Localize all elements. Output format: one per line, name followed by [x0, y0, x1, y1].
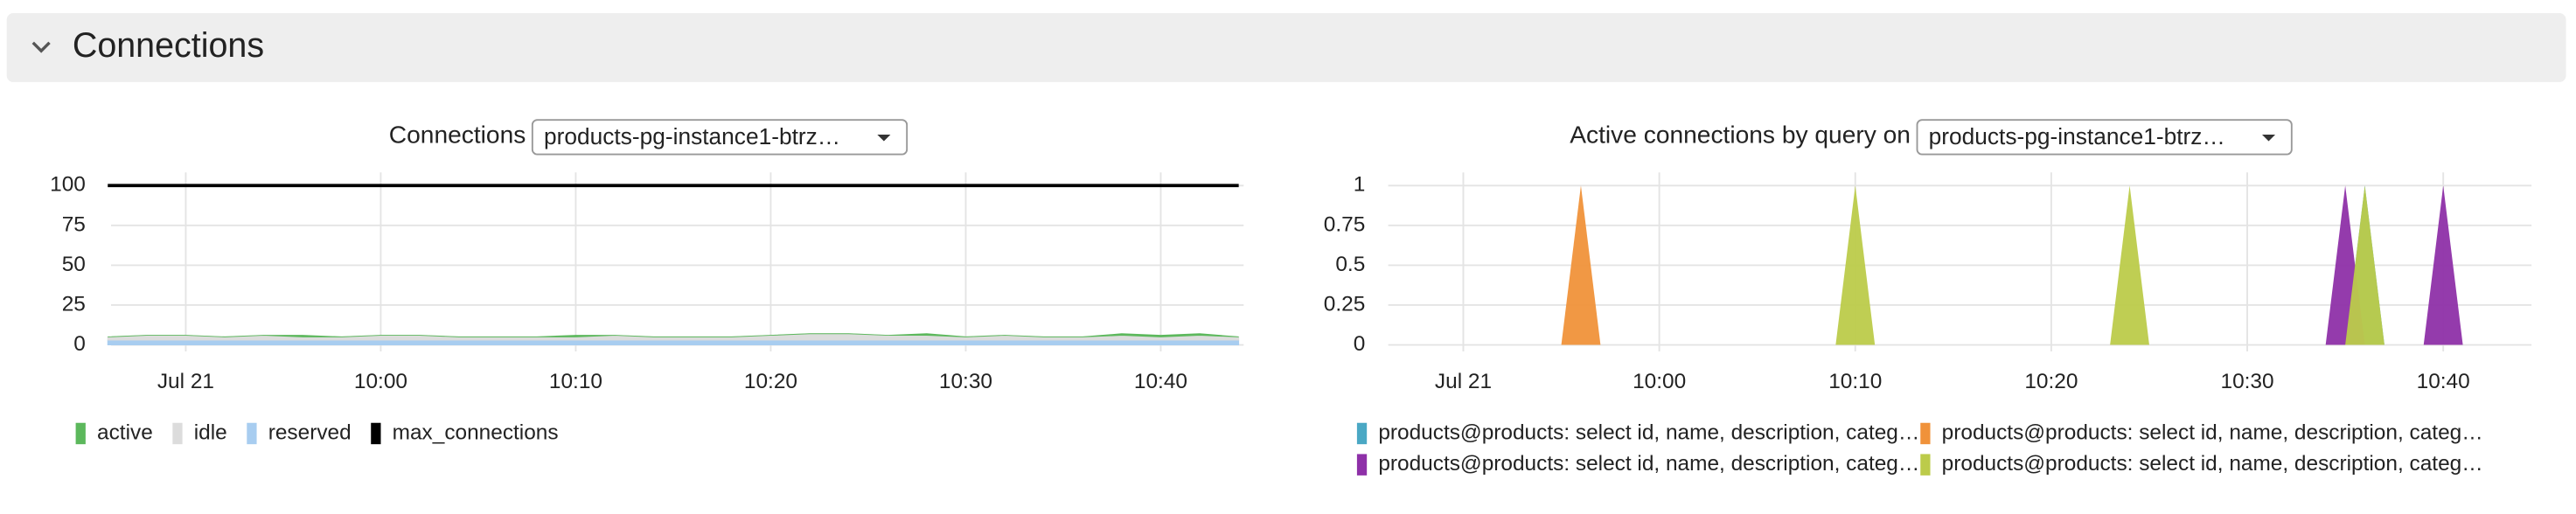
stacked-area [107, 339, 1240, 345]
x-tick-label: 10:20 [2024, 370, 2078, 393]
x-tick-label: 10:00 [354, 370, 407, 393]
y-tick-label: 0 [1354, 332, 1366, 356]
legend-swatch [75, 422, 86, 445]
collapse-chevron[interactable] [31, 41, 51, 53]
x-tick-label: 10:40 [1134, 370, 1187, 393]
dropdown-value: products-pg-instance1-btrz… [1929, 123, 2225, 149]
x-tick-label: 10:10 [1828, 370, 1882, 393]
legend-label: products@products: select id, name, desc… [1942, 452, 2483, 476]
legend-label: max_connections [393, 420, 559, 444]
dropdown-arrow [877, 135, 891, 142]
x-tick-label: 10:00 [1633, 370, 1686, 393]
instance-dropdown[interactable] [1916, 119, 2293, 156]
legend-label: products@products: select id, name, desc… [1378, 420, 1919, 444]
chart-title: Connections [389, 120, 526, 148]
x-tick-label: Jul 21 [157, 370, 214, 393]
legend-swatch [247, 422, 257, 445]
y-tick-label: 1 [1354, 173, 1366, 197]
legend-swatch [1920, 422, 1931, 445]
section-title: Connections [73, 26, 264, 65]
y-tick-label: 50 [62, 253, 86, 276]
legend-label: products@products: select id, name, desc… [1378, 452, 1919, 476]
chart-title: Active connections by query on [1570, 120, 1911, 148]
legend-label: products@products: select id, name, desc… [1942, 420, 2483, 444]
legend-label: active [97, 420, 153, 444]
y-tick-label: 75 [62, 212, 86, 236]
legend-label: idle [194, 420, 227, 444]
y-tick-label: 0.25 [1324, 292, 1366, 316]
legend-swatch [172, 422, 183, 445]
x-tick-label: Jul 21 [1435, 370, 1492, 393]
y-tick-label: 0 [73, 332, 86, 356]
y-tick-label: 25 [62, 292, 86, 316]
dropdown-value: products-pg-instance1-btrz… [544, 123, 840, 149]
x-tick-label: 10:10 [549, 370, 602, 393]
legend-swatch [1356, 422, 1368, 445]
instance-dropdown[interactable] [531, 119, 909, 156]
x-tick-label: 10:30 [939, 370, 992, 393]
legend-swatch [1356, 454, 1368, 476]
y-tick-label: 0.5 [1335, 253, 1365, 276]
legend-swatch [1920, 454, 1931, 476]
x-tick-label: 10:40 [2417, 370, 2470, 393]
stacked-area [108, 333, 1239, 337]
x-tick-label: 10:30 [2220, 370, 2273, 393]
legend-swatch [371, 422, 381, 445]
y-tick-label: 100 [50, 173, 86, 197]
series-area [1561, 185, 1601, 345]
legend-label: reserved [268, 420, 352, 444]
x-tick-label: 10:20 [744, 370, 797, 393]
dropdown-arrow [2262, 135, 2276, 142]
y-tick-label: 0.75 [1324, 212, 1366, 236]
section-header[interactable] [6, 13, 2566, 82]
